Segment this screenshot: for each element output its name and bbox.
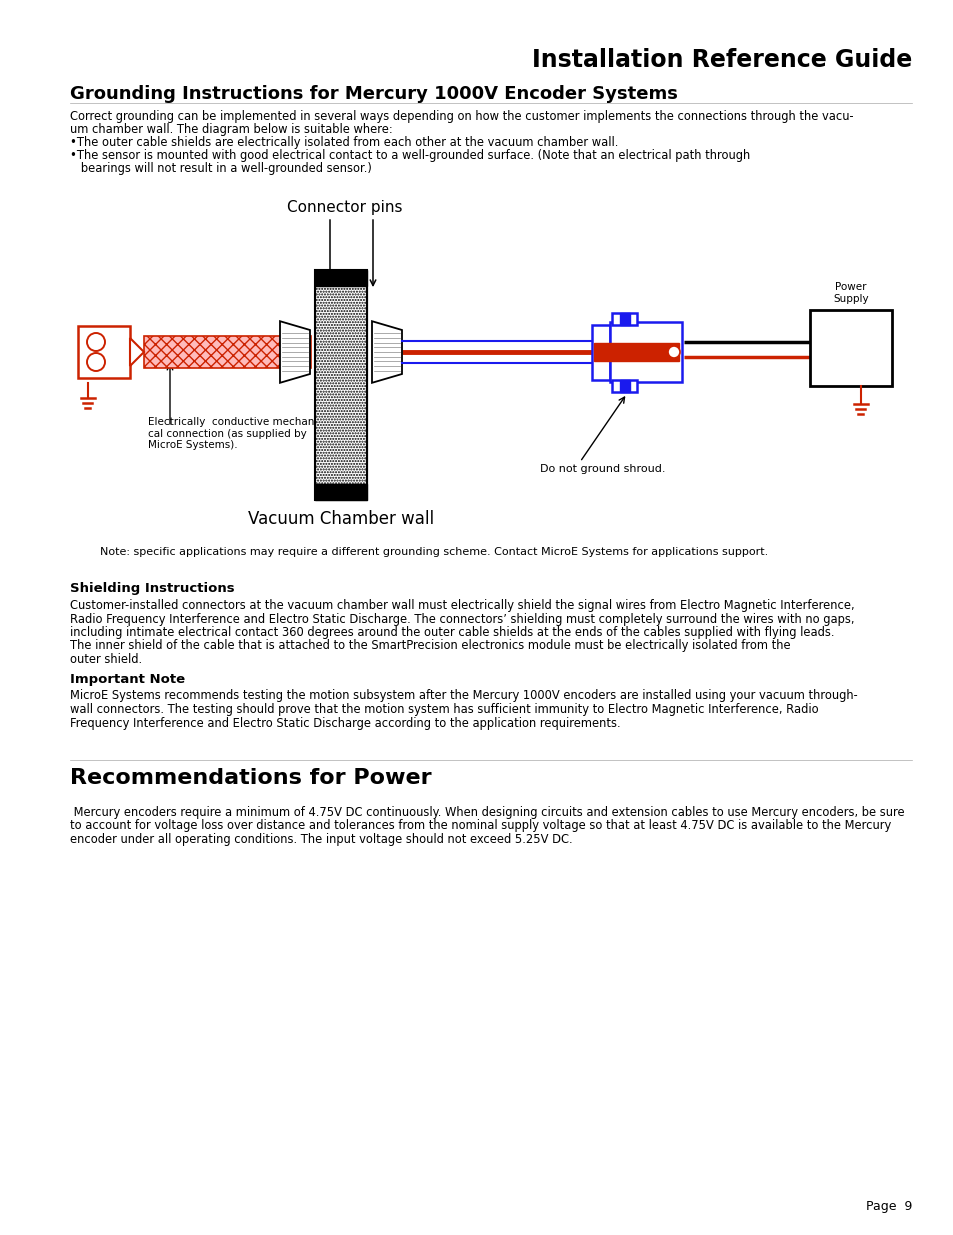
Text: Do not ground shroud.: Do not ground shroud.: [539, 464, 665, 474]
Text: Important Note: Important Note: [70, 673, 185, 685]
Text: to account for voltage loss over distance and tolerances from the nominal supply: to account for voltage loss over distanc…: [70, 820, 890, 832]
Text: Customer-installed connectors at the vacuum chamber wall must electrically shiel: Customer-installed connectors at the vac…: [70, 599, 854, 613]
Text: •The outer cable shields are electrically isolated from each other at the vacuum: •The outer cable shields are electricall…: [70, 136, 618, 149]
Text: Recommendations for Power: Recommendations for Power: [70, 768, 431, 788]
Bar: [619, 312, 629, 325]
Bar: [78, 326, 130, 378]
Bar: [314, 287, 367, 484]
Bar: [314, 270, 367, 500]
Text: Shielding Instructions: Shielding Instructions: [70, 582, 234, 595]
Bar: [592, 325, 609, 379]
Text: The inner shield of the cable that is attached to the SmartPrecision electronics: The inner shield of the cable that is at…: [70, 640, 790, 652]
Text: MicroE Systems recommends testing the motion subsystem after the Mercury 1000V e: MicroE Systems recommends testing the mo…: [70, 689, 857, 703]
Bar: [619, 379, 629, 391]
Text: wall connectors. The testing should prove that the motion system has sufficient : wall connectors. The testing should prov…: [70, 703, 818, 716]
Bar: [612, 312, 637, 325]
Text: Vacuum Chamber wall: Vacuum Chamber wall: [248, 510, 434, 529]
Text: Power
Supply: Power Supply: [832, 282, 868, 304]
Text: 5 Volts: 5 Volts: [816, 329, 853, 338]
Text: •The sensor is mounted with good electrical contact to a well-grounded surface. : •The sensor is mounted with good electri…: [70, 149, 749, 162]
Text: bearings will not result in a well-grounded sensor.): bearings will not result in a well-groun…: [70, 162, 372, 175]
Bar: [594, 343, 679, 361]
Text: Page  9: Page 9: [864, 1200, 911, 1213]
Bar: [314, 270, 367, 287]
Text: Frequency Interference and Electro Static Discharge according to the application: Frequency Interference and Electro Stati…: [70, 716, 620, 730]
Polygon shape: [130, 338, 144, 366]
Text: Grounding Instructions for Mercury 1000V Encoder Systems: Grounding Instructions for Mercury 1000V…: [70, 85, 678, 103]
Text: Installation Reference Guide: Installation Reference Guide: [531, 48, 911, 72]
Text: Electrically  conductive mechani-
cal connection (as supplied by
MicroE Systems): Electrically conductive mechani- cal con…: [148, 417, 321, 451]
Bar: [314, 484, 367, 500]
Text: Connector pins: Connector pins: [287, 200, 402, 215]
Polygon shape: [372, 321, 401, 383]
Circle shape: [667, 346, 679, 358]
Text: encoder under all operating conditions. The input voltage should not exceed 5.25: encoder under all operating conditions. …: [70, 832, 572, 846]
Bar: [609, 322, 681, 382]
Bar: [809, 310, 891, 387]
Bar: [612, 379, 637, 391]
Text: outer shield.: outer shield.: [70, 653, 142, 666]
Polygon shape: [280, 321, 310, 383]
Text: including intimate electrical contact 360 degrees around the outer cable shields: including intimate electrical contact 36…: [70, 626, 834, 638]
Text: 0 Volts: 0 Volts: [816, 345, 853, 354]
Text: um chamber wall. The diagram below is suitable where:: um chamber wall. The diagram below is su…: [70, 124, 393, 136]
Text: Mercury encoders require a minimum of 4.75V DC continuously. When designing circ: Mercury encoders require a minimum of 4.…: [70, 806, 903, 819]
Bar: [144, 336, 311, 368]
Text: Note: specific applications may require a different grounding scheme. Contact Mi: Note: specific applications may require …: [100, 547, 767, 557]
Text: Correct grounding can be implemented in several ways depending on how the custom: Correct grounding can be implemented in …: [70, 110, 853, 124]
Text: Radio Frequency Interference and Electro Static Discharge. The connectors’ shiel: Radio Frequency Interference and Electro…: [70, 613, 854, 625]
